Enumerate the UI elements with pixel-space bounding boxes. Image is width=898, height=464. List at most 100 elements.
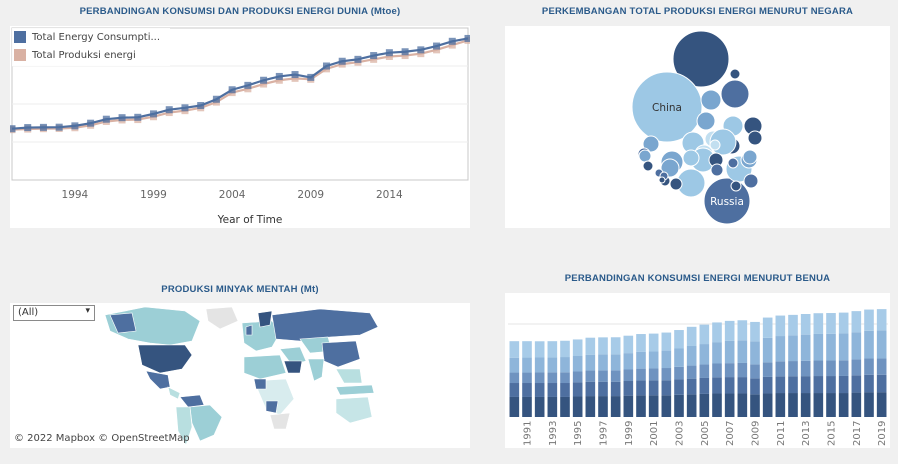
map-region-nigeria[interactable]: [253, 378, 267, 390]
bar-segment[interactable]: [876, 358, 887, 375]
bar-segment[interactable]: [522, 341, 532, 358]
bar-segment[interactable]: [712, 342, 722, 364]
bar-segment[interactable]: [560, 383, 570, 397]
bar-segment[interactable]: [864, 309, 874, 331]
bubble[interactable]: [631, 71, 703, 143]
bar-segment[interactable]: [851, 392, 862, 417]
bar-segment[interactable]: [610, 396, 621, 417]
data-point[interactable]: [401, 52, 409, 60]
map-region-middle-east[interactable]: [279, 346, 307, 366]
bubble[interactable]: [700, 89, 722, 111]
bar-segment[interactable]: [636, 334, 646, 352]
bar-segment[interactable]: [813, 333, 824, 361]
bar-segment[interactable]: [509, 383, 520, 397]
bar-segment[interactable]: [547, 383, 558, 397]
bar-segment[interactable]: [737, 377, 748, 394]
bar-segment[interactable]: [674, 366, 684, 380]
data-point[interactable]: [433, 42, 441, 50]
bar-segment[interactable]: [775, 376, 786, 394]
data-point[interactable]: [307, 73, 315, 81]
bar-segment[interactable]: [826, 376, 836, 394]
bar-segment[interactable]: [712, 322, 722, 343]
bar-segment[interactable]: [560, 372, 570, 384]
bar-segment[interactable]: [838, 360, 849, 376]
bar-segment[interactable]: [686, 326, 697, 346]
data-point[interactable]: [197, 102, 205, 110]
bar-segment[interactable]: [724, 340, 735, 364]
bar-segment[interactable]: [636, 395, 646, 417]
data-point[interactable]: [118, 114, 126, 122]
bar-segment[interactable]: [598, 396, 608, 417]
world-map[interactable]: [10, 303, 470, 448]
bar-segment[interactable]: [737, 362, 748, 378]
bar-segment[interactable]: [826, 360, 836, 377]
bubble[interactable]: [710, 163, 724, 177]
bar-segment[interactable]: [661, 380, 672, 396]
bar-segment[interactable]: [699, 324, 710, 345]
bubble[interactable]: [729, 68, 741, 80]
bar-segment[interactable]: [788, 361, 798, 377]
bar-segment[interactable]: [661, 332, 672, 351]
bar-segment[interactable]: [623, 335, 634, 354]
bar-segment[interactable]: [560, 396, 570, 417]
bar-segment[interactable]: [724, 363, 735, 378]
data-point[interactable]: [448, 41, 456, 49]
data-point[interactable]: [291, 71, 299, 79]
map-region-russia[interactable]: [271, 308, 379, 342]
bar-segment[interactable]: [775, 315, 786, 337]
map-region-alaska[interactable]: [109, 312, 137, 334]
bar-segment[interactable]: [509, 372, 520, 384]
bar-segment[interactable]: [838, 312, 849, 334]
bar-segment[interactable]: [661, 395, 672, 417]
bar-segment[interactable]: [699, 393, 710, 417]
bar-segment[interactable]: [598, 354, 608, 371]
bubble[interactable]: [747, 130, 763, 146]
bar-segment[interactable]: [636, 351, 646, 369]
bar-segment[interactable]: [585, 370, 596, 382]
bubble[interactable]: [672, 30, 730, 88]
map-region-central-america[interactable]: [167, 386, 181, 400]
data-point[interactable]: [39, 123, 47, 131]
map-region-mexico[interactable]: [145, 370, 171, 390]
bar-segment[interactable]: [547, 372, 558, 384]
bar-segment[interactable]: [851, 332, 862, 360]
bar-segment[interactable]: [547, 341, 558, 358]
bar-segment[interactable]: [800, 334, 811, 361]
bar-segment[interactable]: [623, 381, 634, 396]
bar-segment[interactable]: [800, 393, 811, 417]
bar-segment[interactable]: [876, 330, 887, 359]
data-point[interactable]: [275, 76, 283, 84]
bubble[interactable]: [727, 157, 739, 169]
bar-segment[interactable]: [648, 333, 659, 352]
bar-segment[interactable]: [750, 321, 760, 342]
data-point[interactable]: [354, 55, 362, 63]
bar-segment[interactable]: [636, 380, 646, 396]
map-region-south-america-west[interactable]: [175, 406, 193, 446]
bar-segment[interactable]: [560, 340, 570, 358]
bubble[interactable]: [642, 160, 654, 172]
bar-segment[interactable]: [623, 395, 634, 417]
bar-segment[interactable]: [610, 370, 621, 382]
data-point[interactable]: [370, 52, 378, 60]
bubble[interactable]: [682, 149, 700, 167]
bubble[interactable]: [720, 79, 750, 109]
data-point[interactable]: [385, 53, 393, 60]
legend-item-consumption[interactable]: Total Energy Consumpti...: [14, 31, 160, 43]
bar-segment[interactable]: [560, 357, 570, 373]
bar-segment[interactable]: [610, 337, 621, 355]
data-point[interactable]: [24, 124, 32, 132]
bar-segment[interactable]: [686, 378, 697, 395]
data-point[interactable]: [401, 48, 409, 56]
bar-segment[interactable]: [661, 368, 672, 381]
bar-segment[interactable]: [509, 357, 520, 373]
bar-segment[interactable]: [737, 320, 748, 341]
map-region-saudi-arabia[interactable]: [283, 360, 303, 374]
map-region-angola[interactable]: [265, 400, 279, 414]
bar-segment[interactable]: [598, 370, 608, 382]
map-region-greenland[interactable]: [205, 306, 239, 330]
bar-segment[interactable]: [750, 341, 760, 365]
map-region-australia[interactable]: [335, 396, 373, 424]
data-point[interactable]: [322, 62, 330, 70]
bar-segment[interactable]: [585, 381, 596, 397]
bar-segment[interactable]: [838, 333, 849, 361]
